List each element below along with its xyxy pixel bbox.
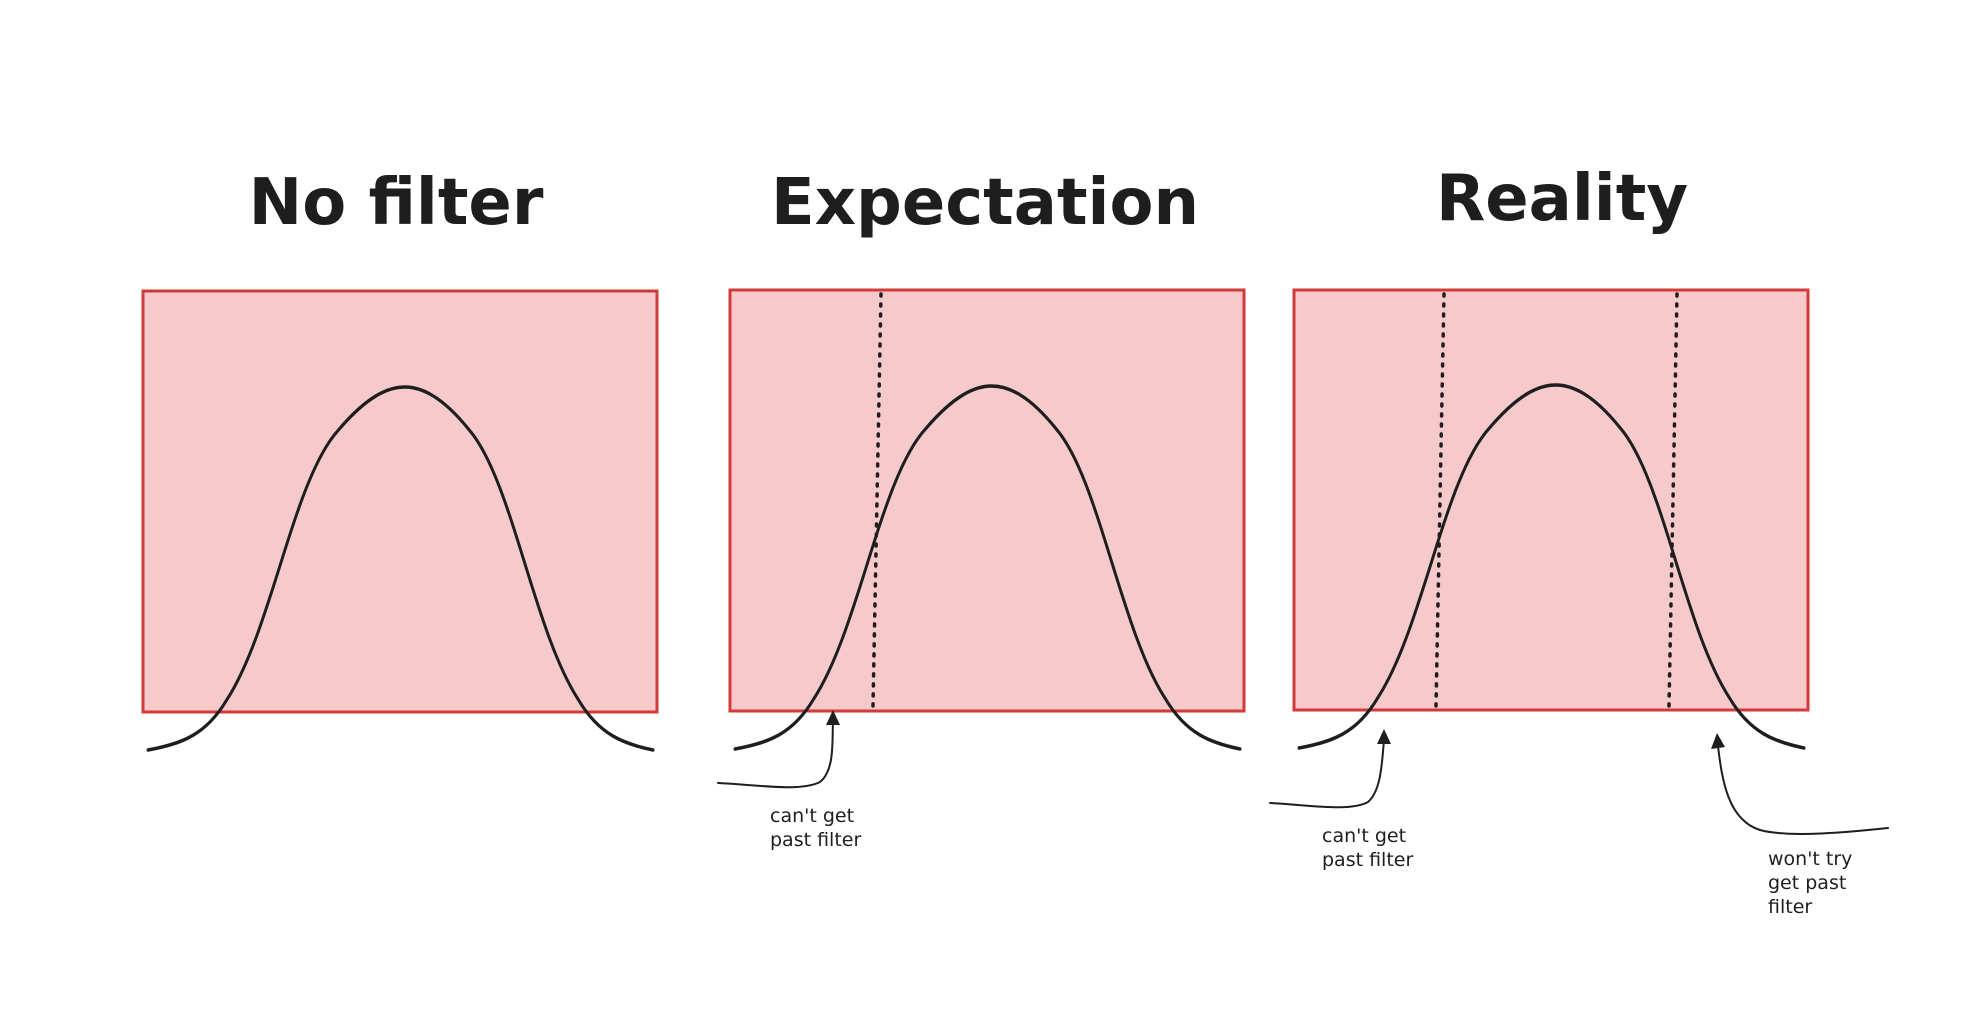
annotation-line: can't get	[770, 805, 854, 827]
panel-title: Expectation	[771, 166, 1199, 240]
panel-frame	[728, 288, 1246, 713]
filter-cutoff-line-right	[1667, 292, 1679, 708]
panel-frame	[1292, 288, 1810, 712]
annotation-line: can't get	[1322, 825, 1406, 847]
annotation-text: can't get past filter	[1322, 825, 1413, 871]
arrow-head-icon	[1711, 733, 1725, 749]
annotation-arrow	[1717, 745, 1889, 835]
panel-frame	[141, 289, 659, 714]
annotation-line: past filter	[1322, 849, 1413, 871]
panel-no-filter: No filter	[141, 166, 659, 752]
annotation-line: won't try	[1768, 848, 1852, 870]
annotation-wont-try: won't try get past filter	[1711, 733, 1889, 918]
filter-cutoff-line	[871, 292, 883, 708]
panel-title: Reality	[1436, 162, 1688, 236]
panel-reality: Reality can't get past filter won't try …	[1269, 162, 1889, 918]
annotation-cant-get-past: can't get past filter	[717, 710, 861, 851]
arrow-head-icon	[1377, 729, 1391, 744]
panel-expectation: Expectation can't get past filter	[717, 166, 1246, 851]
annotation-arrow	[717, 721, 834, 789]
annotation-line: filter	[1768, 896, 1812, 918]
annotation-text: can't get past filter	[770, 805, 861, 851]
annotation-text: won't try get past filter	[1768, 848, 1858, 918]
annotation-line: get past	[1768, 872, 1846, 894]
annotation-line: past filter	[770, 829, 861, 851]
arrow-head-icon	[826, 710, 840, 725]
annotation-cant-get-past: can't get past filter	[1269, 729, 1413, 871]
panel-title: No filter	[249, 166, 544, 240]
annotation-arrow	[1269, 740, 1385, 809]
filter-cutoff-line-left	[1434, 292, 1446, 708]
